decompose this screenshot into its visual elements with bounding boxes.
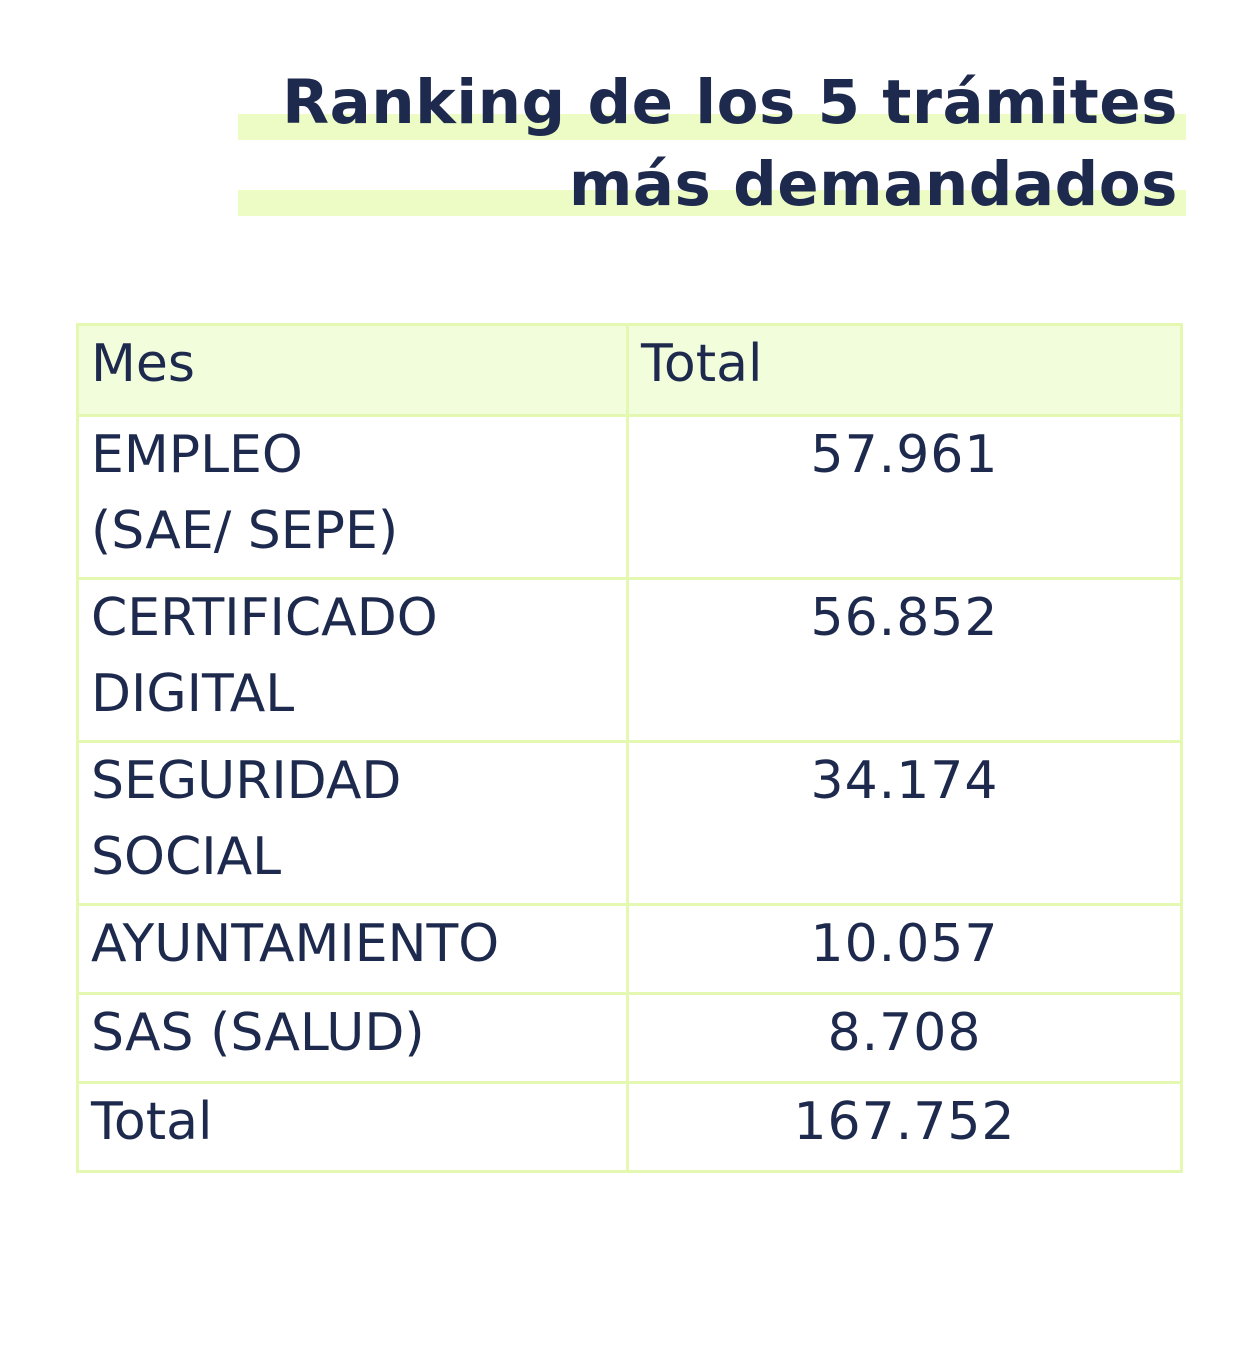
row-name: SAS (SALUD) xyxy=(76,992,629,1084)
header-mes: Mes xyxy=(76,323,629,417)
page-title: Ranking de los 5 trámites más demandados xyxy=(238,62,1186,226)
row-name-line-1: AYUNTAMIENTO xyxy=(91,914,500,974)
title-line-2: más demandados xyxy=(238,144,1186,226)
ranking-table: Mes Total EMPLEO (SAE/ SEPE) 57.961 CERT… xyxy=(76,323,1183,1173)
row-name: EMPLEO (SAE/ SEPE) xyxy=(76,414,629,580)
title-text-2: más demandados xyxy=(568,149,1178,220)
row-total: 34.174 xyxy=(626,740,1183,906)
row-total: 57.961 xyxy=(626,414,1183,580)
title-highlight-2 xyxy=(238,190,1186,216)
row-name: SEGURIDAD SOCIAL xyxy=(76,740,629,906)
row-total: 8.708 xyxy=(626,992,1183,1084)
table-header-row: Mes Total xyxy=(76,323,1183,417)
row-name-line-2: DIGITAL xyxy=(91,664,295,724)
title-text-1: Ranking de los 5 trámites xyxy=(282,67,1178,138)
row-total: 10.057 xyxy=(626,903,1183,995)
total-value: 167.752 xyxy=(626,1081,1183,1173)
row-name-line-1: EMPLEO xyxy=(91,425,303,485)
row-name-line-1: SAS (SALUD) xyxy=(91,1003,425,1063)
title-highlight-1 xyxy=(238,114,1186,140)
row-total: 56.852 xyxy=(626,577,1183,743)
row-name: CERTIFICADO DIGITAL xyxy=(76,577,629,743)
title-line-1: Ranking de los 5 trámites xyxy=(238,62,1186,144)
table-row: SAS (SALUD) 8.708 xyxy=(76,992,1183,1084)
row-name: AYUNTAMIENTO xyxy=(76,903,629,995)
table-row: EMPLEO (SAE/ SEPE) 57.961 xyxy=(76,414,1183,580)
table-row: CERTIFICADO DIGITAL 56.852 xyxy=(76,577,1183,743)
row-name-line-1: CERTIFICADO xyxy=(91,588,438,648)
table-row: SEGURIDAD SOCIAL 34.174 xyxy=(76,740,1183,906)
total-label: Total xyxy=(76,1081,629,1173)
row-name-line-1: SEGURIDAD xyxy=(91,751,402,811)
row-name-line-2: (SAE/ SEPE) xyxy=(91,501,399,561)
row-name-line-2: SOCIAL xyxy=(91,827,282,887)
table-total-row: Total 167.752 xyxy=(76,1081,1183,1173)
table-row: AYUNTAMIENTO 10.057 xyxy=(76,903,1183,995)
header-total: Total xyxy=(626,323,1183,417)
